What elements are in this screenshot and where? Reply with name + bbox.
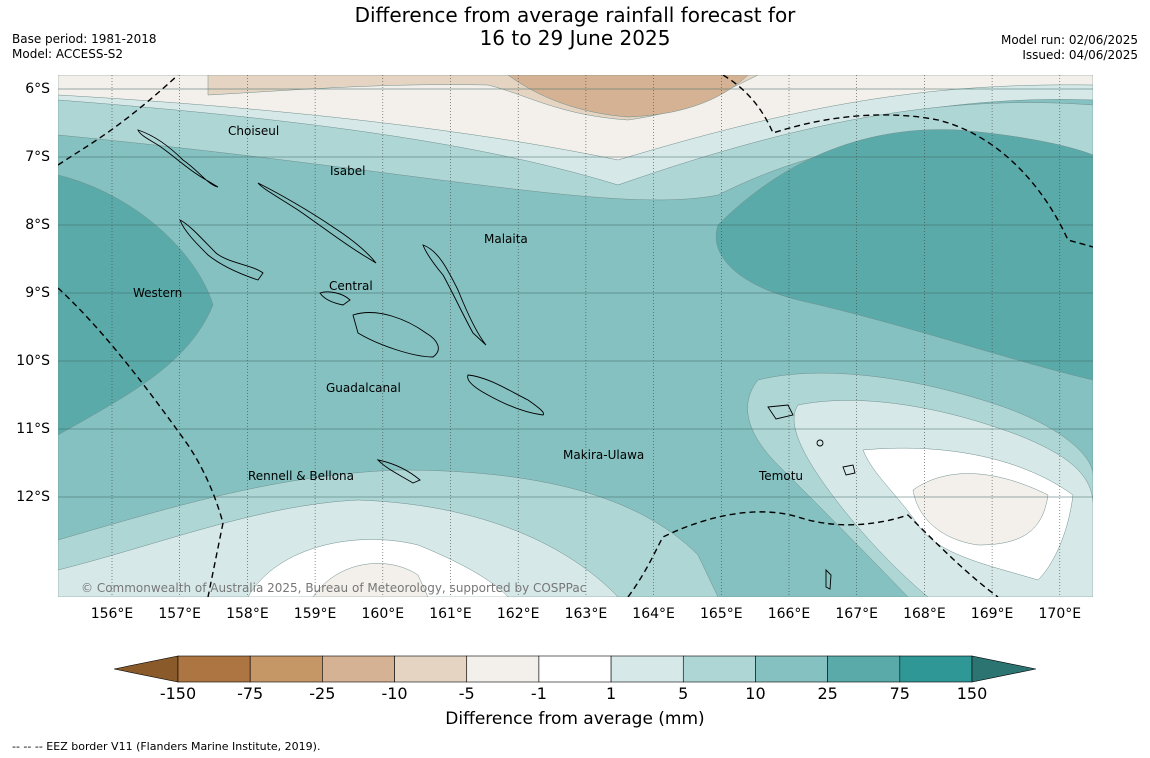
anomaly-dry-east (912, 473, 1049, 546)
copyright-notice: © Commonwealth of Australia 2025, Bureau… (81, 581, 587, 595)
longitude-tick-label: 158°E (226, 606, 269, 622)
eez-border-northwest (58, 75, 179, 166)
anomaly-band-north-dry (58, 75, 1093, 161)
santa-cruz-island (767, 404, 794, 420)
longitude-tick-label: 170°E (1038, 606, 1082, 622)
latitude-tick-label: 11°S (16, 421, 50, 437)
island-outlines (137, 129, 856, 590)
latitude-tick-label: 10°S (16, 353, 50, 369)
malaita-island (422, 244, 487, 346)
eez-border-northeast (722, 75, 1093, 248)
colorbar-tick-label: -75 (237, 684, 264, 703)
colorbar-swatch (755, 655, 828, 683)
latitude-tick-label: 7°S (25, 149, 50, 165)
makira-island (467, 374, 545, 416)
chart-title-line1: Difference from average rainfall forecas… (354, 3, 796, 27)
isabel-island (257, 182, 377, 264)
utupua-island (842, 464, 856, 476)
longitude-tick-label: 160°E (361, 606, 405, 622)
eez-border-southwest (58, 287, 224, 597)
model-label: Model: ACCESS-S2 (12, 47, 124, 61)
colorbar-tick-label: -150 (159, 684, 197, 703)
model-run-label: Model run: 02/06/2025 (1000, 33, 1138, 47)
longitude-tick-label: 167°E (835, 606, 878, 622)
latitude-tick-label: 9°S (25, 285, 50, 301)
colorbar-tick-label: 1 (605, 684, 617, 703)
colorbar-tick-label: 5 (678, 684, 689, 703)
issued-label: Issued: 04/06/2025 (1022, 48, 1138, 62)
region-label-isabel: Isabel (330, 164, 366, 178)
colorbar-swatch (827, 655, 901, 683)
colorbar-tick-label: -1 (530, 684, 547, 703)
longitude-tick-label: 165°E (700, 606, 743, 622)
colorbar-swatch (466, 655, 540, 683)
eez-border (58, 75, 1093, 597)
colorbar-tick-label: 25 (817, 684, 838, 703)
colorbar-swatch (899, 655, 973, 683)
anomaly-band-north-moist (58, 99, 1093, 201)
guadalcanal-island (352, 312, 439, 358)
colorbar-tick-label: -25 (309, 684, 336, 703)
colorbar-swatch (322, 655, 395, 683)
anomaly-core-west (58, 174, 214, 436)
colorbar-tick-label: -10 (381, 684, 408, 703)
colorbar-title: Difference from average (mm) (445, 709, 705, 729)
colorbar-swatch (538, 655, 612, 683)
rennell-island (376, 459, 421, 484)
longitude-tick-label: 156°E (90, 606, 134, 622)
longitude-tick-label: 169°E (970, 606, 1014, 622)
colorbar-swatch (394, 655, 468, 683)
choiseul-island (137, 129, 219, 188)
latitude-tick-label: 12°S (16, 489, 50, 505)
longitude-tick-label: 157°E (158, 606, 201, 622)
longitude-tick-label: 163°E (564, 606, 608, 622)
longitude-gridlines (111, 75, 1061, 597)
colorbar-extend-low (114, 655, 179, 683)
anomaly-dry-south (312, 563, 429, 597)
longitude-tick-label: 159°E (293, 606, 337, 622)
region-label-western: Western (133, 286, 183, 300)
latitude-tick-label: 6°S (25, 81, 50, 97)
colorbar-swatch (177, 655, 251, 683)
colorbar-tick-label: -5 (458, 684, 475, 703)
colorbar-tick-label: 10 (745, 684, 766, 703)
rainfall-anomaly-map (58, 75, 1093, 597)
eez-footnote: -- -- -- EEZ border V11 (Flanders Marine… (12, 740, 321, 753)
anomaly-core-north (507, 75, 749, 118)
longitude-tick-label: 162°E (496, 606, 540, 622)
chart-title-line2: 16 to 29 June 2025 (479, 26, 671, 50)
anuta-island (825, 568, 832, 590)
colorbar-extend-high (971, 655, 1036, 683)
region-label-choiseul: Choiseul (228, 124, 280, 138)
region-label-rennell-bellona: Rennell & Bellona (248, 469, 355, 483)
region-label-makira-ulawa: Makira-Ulawa (563, 448, 645, 462)
region-label-malaita: Malaita (484, 232, 528, 246)
colorbar-tick-label: 75 (889, 684, 910, 703)
latitude-gridlines (58, 88, 1093, 498)
eez-border-southeast (627, 511, 999, 597)
longitude-tick-label: 166°E (767, 606, 811, 622)
colorbar-swatch (682, 655, 756, 683)
longitude-tick-label: 164°E (632, 606, 675, 622)
region-label-temotu: Temotu (759, 469, 804, 483)
colorbar-swatch (249, 655, 323, 683)
region-label-guadalcanal: Guadalcanal (326, 381, 401, 395)
colorbar-swatch (610, 655, 684, 683)
vanikoro-island (816, 439, 824, 447)
region-label-central: Central (329, 279, 373, 293)
colorbar-tick-label: 150 (956, 684, 988, 703)
longitude-tick-label: 168°E (903, 606, 946, 622)
russell-island (319, 291, 351, 306)
colorbar (114, 655, 1036, 683)
longitude-tick-label: 161°E (429, 606, 472, 622)
latitude-tick-label: 8°S (25, 217, 50, 233)
base-period-label: Base period: 1981-2018 (12, 32, 157, 46)
new-georgia-island (179, 219, 264, 281)
